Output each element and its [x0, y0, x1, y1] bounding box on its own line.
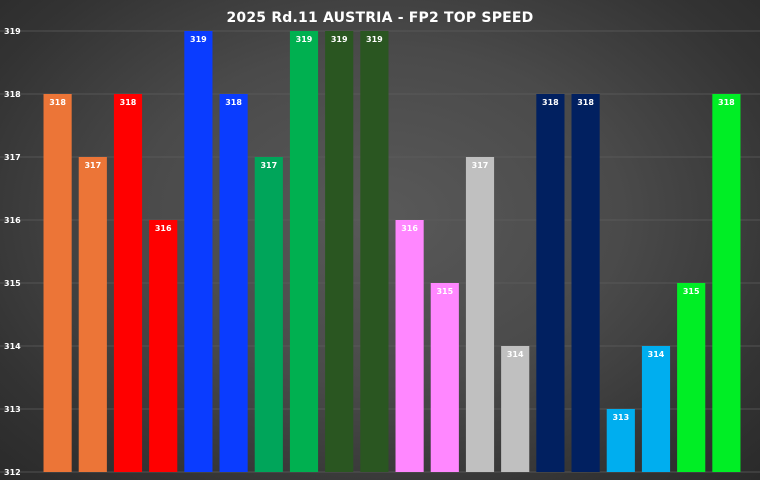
y-axis-ticks: 312 313 314 315 316 317 318 319	[4, 27, 21, 477]
bar	[184, 31, 213, 472]
bar-value-label: 318	[120, 98, 137, 107]
bar-value-label: 318	[49, 98, 66, 107]
bar-value-label: 315	[436, 287, 453, 296]
bar	[501, 346, 530, 472]
bar-value-label: 319	[296, 35, 313, 44]
bar	[78, 157, 107, 472]
bar	[712, 94, 741, 472]
bar-value-label: 318	[577, 98, 594, 107]
bar-layer	[43, 31, 741, 472]
y-tick-label: 316	[4, 216, 21, 225]
bar-value-label: 316	[155, 224, 172, 233]
bar-value-label: 314	[648, 350, 665, 359]
bar-value-label: 318	[225, 98, 242, 107]
y-tick-label: 312	[4, 468, 21, 477]
bar	[395, 220, 424, 472]
bar-value-label: 318	[542, 98, 559, 107]
bar	[465, 157, 495, 472]
bar	[254, 157, 283, 472]
y-tick-label: 318	[4, 90, 21, 99]
bar	[677, 283, 706, 472]
bar	[571, 94, 600, 472]
bar-value-label: 317	[84, 161, 101, 170]
bar-value-label: 318	[718, 98, 735, 107]
bar-value-label: 319	[366, 35, 383, 44]
bar	[113, 94, 143, 472]
bar	[219, 94, 248, 472]
bar-value-label: 315	[683, 287, 700, 296]
bar	[43, 94, 72, 472]
y-tick-label: 313	[4, 405, 21, 414]
bar-value-label: 319	[331, 35, 348, 44]
bar-value-label: 317	[472, 161, 489, 170]
bar	[606, 409, 635, 472]
bar	[360, 31, 389, 472]
bar-value-label: 313	[612, 413, 629, 422]
y-tick-label: 317	[4, 153, 21, 162]
bar	[149, 220, 178, 472]
bar-value-label: 316	[401, 224, 418, 233]
bar	[641, 346, 671, 472]
bar-value-label: 319	[190, 35, 207, 44]
bar-value-label: 314	[507, 350, 524, 359]
bar	[325, 31, 354, 472]
bar-value-label: 317	[260, 161, 277, 170]
data-labels: 318 317 318 316 319 318 317 319 319 319 316 315 317 3…	[49, 35, 735, 422]
bar	[289, 31, 319, 472]
bar	[536, 94, 565, 472]
y-tick-label: 315	[4, 279, 21, 288]
bar	[430, 283, 459, 472]
chart-title: 2025 Rd.11 AUSTRIA - FP2 TOP SPEED	[226, 10, 534, 26]
y-tick-label: 319	[4, 27, 21, 36]
y-tick-label: 314	[4, 342, 21, 351]
